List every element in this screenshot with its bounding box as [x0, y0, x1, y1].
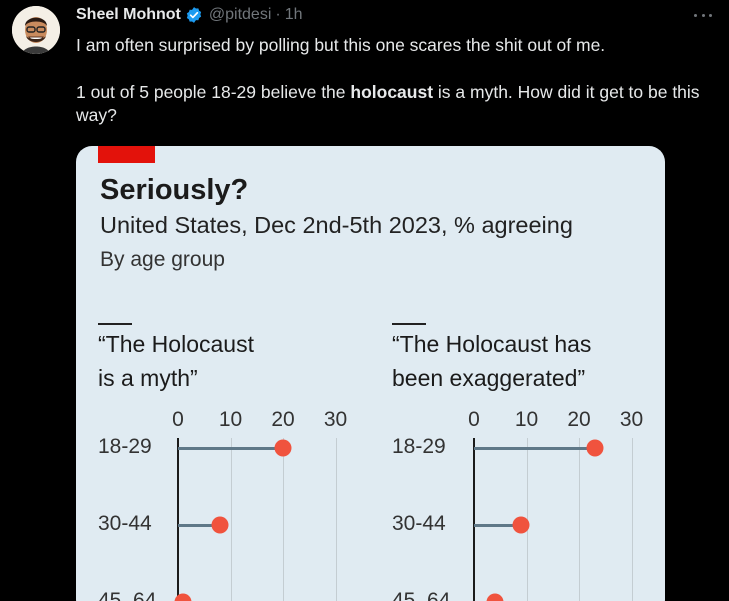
x-tick-label: 20	[271, 408, 295, 431]
dot-stem	[178, 524, 220, 527]
author-handle[interactable]: @pitdesi	[208, 6, 272, 23]
panel-rule	[98, 323, 132, 325]
dot-stem	[474, 447, 595, 450]
tweet-header: Sheel Mohnot @pitdesi · 1h	[76, 4, 303, 26]
tweet-line-1: I am often surprised by polling but this…	[76, 35, 606, 55]
avatar-image	[12, 6, 60, 54]
data-point	[274, 439, 292, 457]
more-options-icon[interactable]	[689, 5, 717, 25]
row-label-2: 45–64	[98, 589, 157, 601]
tweet-media-chart[interactable]: Seriously? United States, Dec 2nd-5th 20…	[76, 146, 665, 601]
chart-title: Seriously?	[100, 174, 249, 206]
x-tick-label: 10	[514, 408, 539, 431]
row-label-0: 18-29	[392, 435, 446, 458]
row-label-0: 18-29	[98, 435, 152, 458]
data-point	[512, 516, 530, 534]
gridline	[335, 438, 337, 601]
holocaust-bold: holocaust	[350, 81, 434, 102]
dot-stem	[178, 447, 283, 450]
chart-subtitle: United States, Dec 2nd-5th 2023, % agree…	[100, 212, 573, 238]
avatar[interactable]	[12, 6, 60, 54]
x-tick-label: 0	[172, 408, 184, 431]
panel-title-line-2: is a myth”	[98, 365, 198, 391]
zero-axis	[177, 438, 179, 601]
chart-note: By age group	[100, 248, 225, 271]
economist-red-bar	[98, 146, 155, 163]
gridline	[631, 438, 633, 601]
panel-rule	[392, 323, 426, 325]
data-point	[586, 439, 604, 457]
zero-axis	[473, 438, 475, 601]
separator: ·	[275, 6, 281, 23]
data-point	[211, 516, 229, 534]
panel-title-line-1: “The Holocaust	[98, 331, 254, 357]
panel-title-line-1: “The Holocaust has	[392, 331, 592, 357]
tweet-text: I am often surprised by polling but this…	[76, 34, 716, 128]
verified-badge-icon	[185, 6, 203, 24]
gridline	[230, 438, 232, 601]
panel-title-line-2: been exaggerated”	[392, 365, 586, 391]
row-label-1: 30-44	[392, 512, 446, 535]
author-name[interactable]: Sheel Mohnot	[76, 6, 181, 23]
gridline	[283, 438, 284, 601]
x-tick-label: 10	[218, 408, 243, 431]
gridline	[579, 438, 580, 601]
tweet-line-2: 1 out of 5 people 18-29 believe the holo…	[76, 81, 700, 126]
data-point	[486, 593, 504, 601]
row-label-2: 45–64	[392, 589, 451, 601]
row-label-1: 30-44	[98, 512, 152, 535]
dot-stem	[474, 524, 522, 527]
x-tick-label: 20	[567, 408, 591, 431]
timestamp[interactable]: 1h	[284, 6, 303, 23]
data-point	[174, 593, 192, 601]
x-tick-label: 30	[323, 408, 348, 431]
x-tick-label: 0	[468, 408, 480, 431]
x-tick-label: 30	[619, 408, 644, 431]
